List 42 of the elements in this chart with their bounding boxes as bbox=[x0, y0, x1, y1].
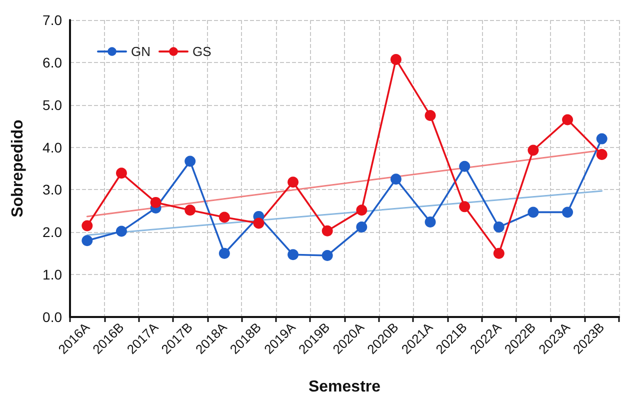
point bbox=[253, 218, 264, 229]
point bbox=[528, 144, 539, 156]
point bbox=[596, 149, 608, 160]
point bbox=[218, 212, 230, 223]
y-tick-label: 1.0 bbox=[42, 266, 62, 283]
y-axis-title: Sobrepedido bbox=[10, 119, 26, 218]
y-tick-label: 0.0 bbox=[42, 309, 62, 325]
legend-label: GS bbox=[192, 44, 212, 59]
point bbox=[493, 222, 504, 233]
y-tick-label: 5.0 bbox=[42, 96, 62, 113]
point bbox=[356, 222, 368, 233]
y-tick-label: 7.0 bbox=[42, 12, 62, 28]
legend-label: GN bbox=[131, 44, 150, 59]
point bbox=[356, 204, 368, 216]
y-tick-label: 3.0 bbox=[42, 182, 62, 198]
point bbox=[184, 156, 196, 167]
point bbox=[493, 248, 504, 259]
point bbox=[288, 176, 299, 188]
y-tick-label: 4.0 bbox=[42, 139, 62, 156]
point bbox=[150, 196, 162, 208]
point bbox=[596, 133, 608, 144]
point bbox=[288, 249, 299, 260]
point bbox=[218, 248, 230, 259]
x-axis-title: Semestre bbox=[308, 378, 381, 396]
point bbox=[184, 204, 196, 216]
point bbox=[322, 225, 333, 236]
point bbox=[424, 216, 436, 228]
point bbox=[459, 201, 470, 212]
point bbox=[562, 206, 574, 218]
point bbox=[116, 226, 127, 237]
point bbox=[82, 220, 93, 232]
point bbox=[424, 110, 436, 121]
point bbox=[116, 168, 127, 179]
point bbox=[82, 235, 93, 246]
point bbox=[390, 174, 402, 185]
y-tick-label: 6.0 bbox=[42, 54, 62, 70]
point bbox=[322, 250, 333, 261]
point bbox=[459, 160, 470, 172]
point bbox=[562, 114, 574, 126]
point bbox=[528, 206, 539, 218]
point bbox=[390, 54, 402, 65]
y-tick-label: 2.0 bbox=[42, 224, 62, 240]
